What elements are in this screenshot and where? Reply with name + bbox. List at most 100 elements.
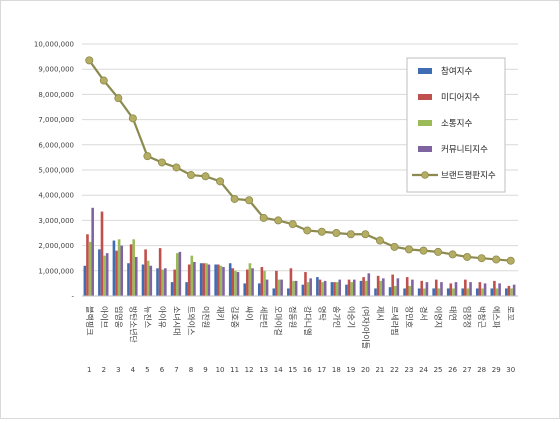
- bar: [292, 280, 295, 296]
- bar: [127, 263, 130, 296]
- bar: [425, 282, 429, 296]
- bar: [382, 278, 385, 296]
- bar: [434, 279, 438, 296]
- bar: [347, 279, 351, 296]
- x-category-label: 로꼬: [506, 306, 515, 321]
- x-rank-label: 16: [303, 366, 312, 374]
- bar: [146, 260, 150, 296]
- bar: [376, 275, 380, 296]
- bar: [251, 268, 254, 296]
- brand-index-point: [143, 152, 152, 161]
- bar: [248, 263, 252, 296]
- y-tick-label: 2,000,000: [38, 242, 74, 250]
- bar: [408, 285, 412, 296]
- bar: [478, 282, 482, 296]
- bar: [318, 279, 322, 296]
- bar: [352, 279, 356, 296]
- bar: [112, 240, 116, 296]
- y-tick-label: 4,000,000: [38, 192, 74, 200]
- bar: [335, 282, 339, 296]
- bar: [304, 272, 307, 296]
- legend-swatch: [418, 68, 432, 74]
- x-category-label: 이승기: [346, 306, 356, 328]
- brand-index-point: [375, 236, 384, 245]
- x-rank-label: 23: [405, 366, 414, 374]
- bar: [185, 282, 188, 296]
- bar: [475, 288, 479, 296]
- bar: [306, 282, 310, 296]
- brand-index-point: [463, 252, 472, 261]
- brand-index-point: [274, 216, 283, 225]
- x-rank-label: 10: [216, 366, 225, 374]
- x-rank-label: 3: [116, 366, 120, 374]
- x-rank-label: 4: [131, 366, 136, 374]
- y-tick-label: 6,000,000: [38, 141, 74, 149]
- bar-series-group: [83, 207, 516, 296]
- bar: [103, 255, 106, 296]
- bar: [493, 280, 496, 296]
- x-rank-label: 27: [463, 366, 472, 374]
- x-category-label: 이영지: [434, 306, 444, 328]
- bar: [173, 269, 176, 296]
- x-category-label: 트와이스: [187, 306, 197, 335]
- x-rank-label: 7: [174, 366, 178, 374]
- bar: [498, 283, 501, 296]
- brand-index-point: [317, 227, 326, 236]
- x-rank-label: 19: [346, 366, 355, 374]
- bar: [277, 279, 281, 296]
- bar: [512, 284, 516, 296]
- brand-index-point: [332, 228, 341, 237]
- x-category-label: 정동원: [288, 306, 298, 328]
- bar: [88, 241, 92, 296]
- bar: [161, 269, 165, 296]
- bar: [190, 255, 194, 296]
- brand-index-point: [85, 56, 94, 65]
- brand-index-point: [114, 94, 123, 103]
- bar: [100, 211, 104, 296]
- brand-index-point: [477, 254, 486, 263]
- x-category-label: 아이유: [157, 306, 167, 328]
- bar: [257, 283, 261, 296]
- y-tick-label: 5,000,000: [38, 167, 74, 175]
- x-rank-label: 20: [361, 366, 370, 374]
- bar: [301, 284, 305, 296]
- brand-index-point: [245, 196, 254, 205]
- bar: [231, 268, 235, 296]
- bar: [483, 283, 487, 296]
- bar: [280, 279, 283, 296]
- brand-index-point: [404, 245, 413, 254]
- legend-label: 참여지수: [441, 66, 472, 77]
- bar: [461, 288, 465, 296]
- legend-swatch: [418, 94, 432, 100]
- brand-index-point: [303, 226, 312, 235]
- bar: [214, 264, 217, 296]
- bar: [149, 265, 153, 296]
- x-category-label: 뉴진스: [143, 306, 153, 328]
- legend-label: 미디어지수: [441, 92, 480, 103]
- bar: [164, 268, 167, 296]
- x-rank-label: 29: [492, 366, 501, 374]
- x-category-label: 블랙핑크: [85, 306, 95, 335]
- bar: [205, 263, 208, 296]
- bar: [309, 278, 312, 296]
- bar: [117, 239, 121, 296]
- bar: [243, 283, 247, 296]
- bar: [144, 249, 147, 296]
- x-rank-label: 1: [87, 366, 91, 374]
- x-axis-rank-labels: 1 2 3 4 5 6 7 8 9 10 11 12 13 14 15 16 17 18 19 20 21 22 23 24 2…: [87, 366, 515, 374]
- x-category-label: 르세라핌: [390, 306, 400, 335]
- x-rank-label: 17: [317, 366, 326, 374]
- brand-index-point: [99, 76, 108, 85]
- bar: [158, 248, 162, 296]
- bar: [367, 273, 371, 296]
- x-rank-label: 9: [203, 366, 207, 374]
- x-category-label: 태연: [448, 306, 457, 321]
- y-tick-label: 7,000,000: [38, 116, 74, 124]
- bar: [330, 282, 334, 296]
- legend-marker-swatch: [421, 171, 429, 179]
- bar: [236, 272, 240, 296]
- x-rank-label: 24: [419, 366, 428, 374]
- bar: [216, 264, 220, 296]
- bar: [187, 264, 191, 296]
- bar: [481, 288, 484, 296]
